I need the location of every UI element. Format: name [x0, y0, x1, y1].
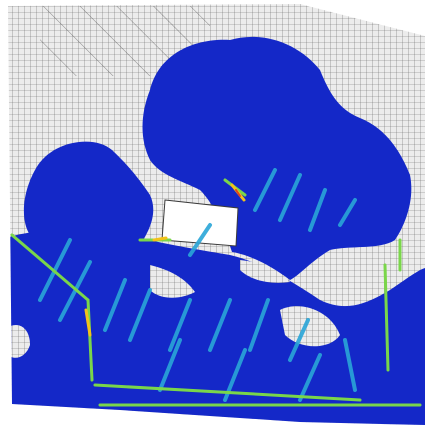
crack-bands: [10, 168, 422, 407]
opening-hole: [161, 199, 239, 247]
